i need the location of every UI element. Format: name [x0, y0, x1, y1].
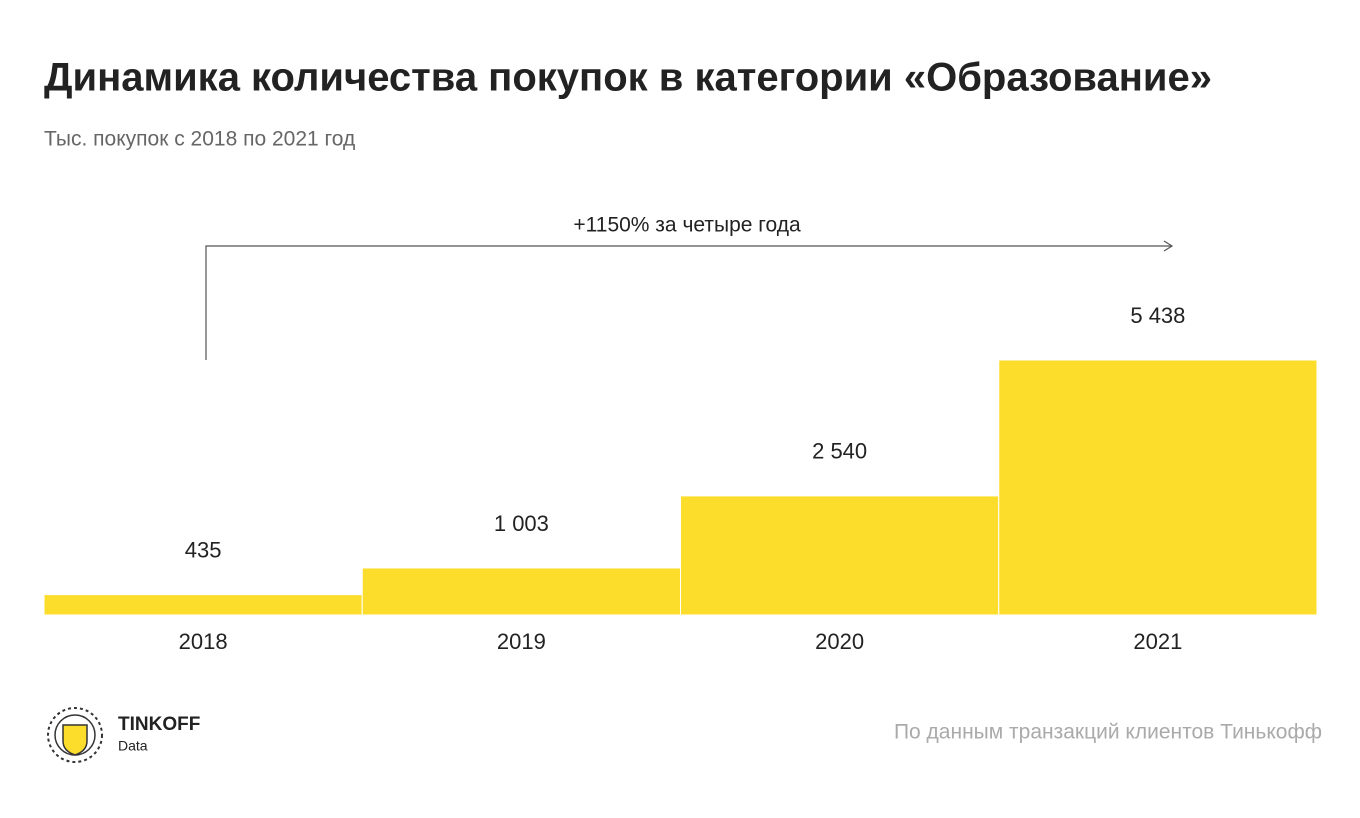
- annotation: +1150% за четыре года: [573, 214, 801, 237]
- bar: [998, 359, 1318, 616]
- source: По данным транзакций клиентов Тинькофф: [894, 721, 1322, 744]
- chart-subtitle: Тыс. покупок с 2018 по 2021 год: [44, 128, 355, 151]
- x-tick-label: 2019: [497, 629, 546, 654]
- logo-sub: Data: [118, 738, 148, 754]
- logo-ring: [47, 707, 103, 763]
- bar: [361, 567, 681, 616]
- bar: [680, 495, 1000, 616]
- annotation-arrow: [1163, 240, 1174, 252]
- value-label: 1 003: [494, 511, 549, 536]
- value-label: 435: [185, 537, 222, 562]
- x-tick-label: 2018: [179, 629, 228, 654]
- x-tick-label: 2021: [1133, 629, 1182, 654]
- x-tick-label: 2020: [815, 629, 864, 654]
- value-label: 5 438: [1130, 303, 1185, 328]
- annotation-bracket: [205, 245, 1172, 360]
- bar: [43, 594, 363, 616]
- logo-name: TINKOFF: [118, 714, 200, 735]
- logo-shield: [62, 724, 88, 756]
- logo: [47, 707, 103, 763]
- chart-title: Динамика количества покупок в категории …: [44, 56, 1212, 100]
- value-label: 2 540: [812, 439, 867, 464]
